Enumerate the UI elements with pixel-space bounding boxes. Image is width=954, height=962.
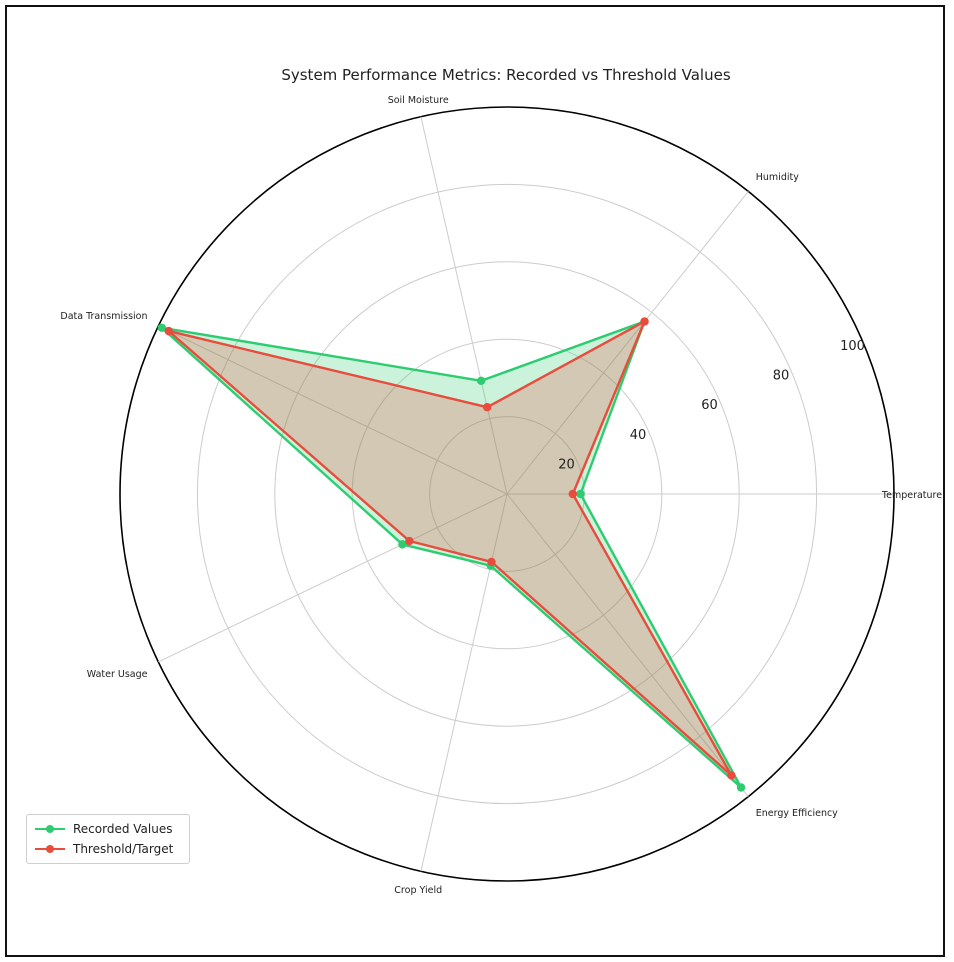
figure-frame	[5, 5, 945, 957]
legend-label-recorded: Recorded Values	[73, 822, 173, 836]
series-1-point-3	[164, 326, 173, 336]
series-1-point-5	[487, 557, 496, 567]
spoke-5	[420, 493, 508, 872]
radial-tick-100: 100	[840, 339, 865, 354]
category-label-3: Data Transmission	[60, 311, 147, 322]
series-1-point-6	[727, 771, 736, 780]
category-label-6: Energy Efficiency	[756, 808, 838, 819]
spoke-6	[506, 493, 749, 797]
series-1-point-4	[405, 536, 414, 546]
legend-item-threshold: Threshold/Target	[35, 841, 173, 857]
legend-swatch-threshold	[35, 841, 65, 857]
radial-tick-40: 40	[630, 428, 647, 443]
series-0-point-6	[736, 783, 746, 792]
spoke-1	[506, 191, 749, 495]
spoke-4	[158, 493, 508, 663]
category-label-4: Water Usage	[87, 669, 148, 680]
series-layer	[157, 317, 746, 792]
spoke-3	[158, 325, 508, 495]
polar-grid	[119, 106, 895, 882]
chart-title: System Performance Metrics: Recorded vs …	[281, 66, 730, 84]
category-label-1: Humidity	[756, 172, 799, 183]
legend: Recorded Values Threshold/Target	[26, 814, 190, 864]
radial-tick-80: 80	[773, 369, 790, 384]
category-label-2: Soil Moisture	[388, 95, 449, 106]
series-0-point-0	[576, 489, 585, 499]
category-label-5: Crop Yield	[394, 885, 442, 896]
legend-item-recorded: Recorded Values	[35, 821, 172, 837]
radial-tick-20: 20	[558, 457, 575, 472]
legend-swatch-recorded	[35, 821, 65, 837]
series-1-point-2	[482, 403, 492, 412]
axis-labels: 20 40 60 80 100 Temperature Humidity Soil Moist…	[60, 95, 942, 896]
radial-tick-60: 60	[701, 398, 718, 413]
series-1-point-0	[568, 489, 577, 499]
series-0-point-2	[476, 376, 486, 386]
series-1-point-1	[640, 317, 649, 326]
category-label-0: Temperature	[881, 490, 942, 501]
series-0-point-3	[157, 323, 167, 332]
series-area-1	[167, 320, 733, 777]
spoke-2	[420, 116, 508, 495]
legend-label-threshold: Threshold/Target	[73, 842, 174, 856]
series-0-point-4	[398, 540, 407, 549]
